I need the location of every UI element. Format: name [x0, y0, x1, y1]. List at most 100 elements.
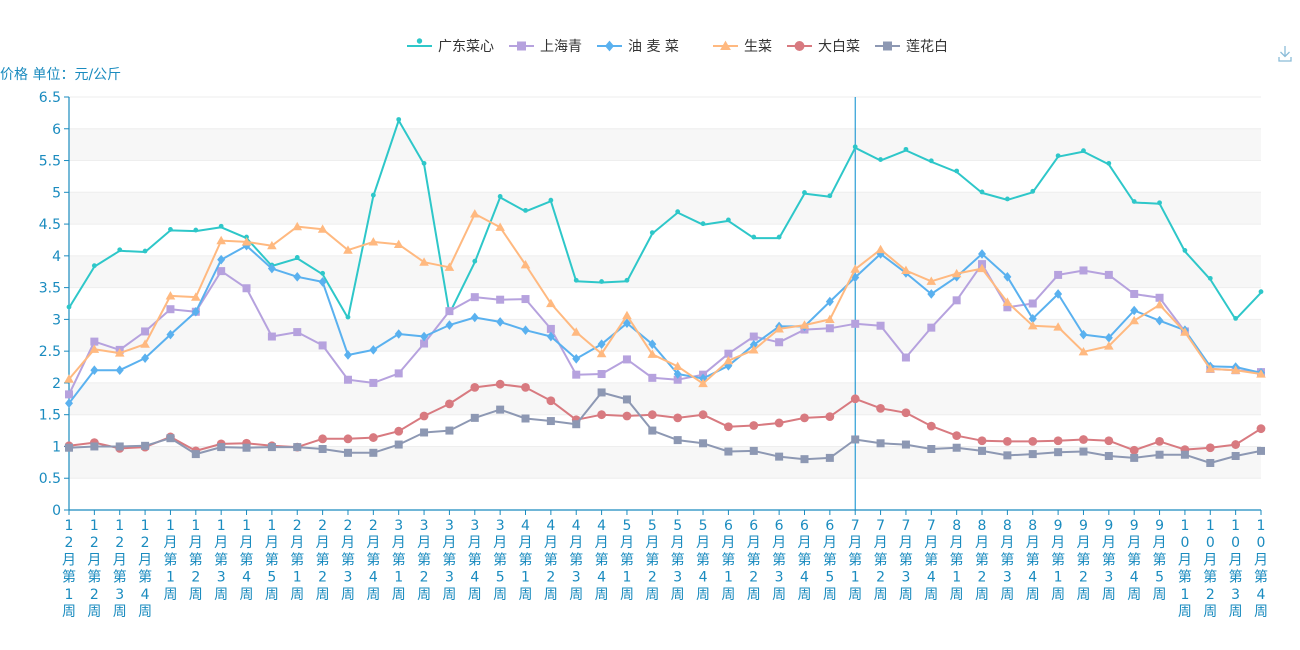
data-point[interactable] — [1053, 436, 1063, 446]
data-point[interactable] — [115, 365, 124, 376]
data-point[interactable] — [850, 264, 861, 273]
data-point[interactable] — [394, 369, 403, 378]
data-point[interactable] — [597, 370, 606, 379]
data-point[interactable] — [393, 239, 404, 249]
data-point[interactable] — [445, 426, 454, 435]
data-point[interactable] — [546, 324, 555, 333]
data-point[interactable] — [1155, 436, 1164, 446]
data-point[interactable] — [1155, 293, 1164, 302]
data-point[interactable] — [420, 339, 429, 348]
data-point[interactable] — [1230, 365, 1241, 374]
data-point[interactable] — [90, 365, 99, 376]
data-point[interactable] — [622, 411, 632, 421]
data-point[interactable] — [445, 307, 454, 316]
data-point[interactable] — [751, 234, 757, 240]
data-point[interactable] — [293, 443, 302, 452]
data-point[interactable] — [749, 340, 758, 350]
data-point[interactable] — [952, 296, 961, 305]
data-point[interactable] — [217, 443, 226, 452]
data-point[interactable] — [878, 157, 883, 162]
data-point[interactable] — [597, 339, 606, 349]
data-point[interactable] — [546, 331, 555, 342]
data-point[interactable] — [1154, 299, 1165, 309]
data-point[interactable] — [1081, 148, 1086, 154]
data-point[interactable] — [724, 349, 733, 358]
data-point[interactable] — [420, 428, 429, 437]
data-point[interactable] — [320, 270, 326, 276]
data-point[interactable] — [928, 158, 934, 164]
data-point[interactable] — [1104, 270, 1113, 279]
data-point[interactable] — [1054, 289, 1063, 299]
data-point[interactable] — [64, 374, 74, 383]
data-point[interactable] — [142, 248, 148, 254]
data-point[interactable] — [1205, 364, 1216, 373]
legend-item[interactable]: 油 麦 菜 — [597, 39, 679, 55]
data-point[interactable] — [1079, 435, 1088, 444]
data-point[interactable] — [1155, 315, 1164, 326]
data-point[interactable] — [421, 160, 427, 166]
data-point[interactable] — [748, 345, 759, 354]
data-point[interactable] — [1027, 320, 1038, 330]
data-point[interactable] — [114, 348, 125, 357]
data-point[interactable] — [952, 443, 961, 452]
data-point[interactable] — [901, 408, 911, 418]
data-point[interactable] — [368, 237, 379, 246]
data-point[interactable] — [1003, 303, 1012, 312]
data-point[interactable] — [597, 388, 606, 397]
data-point[interactable] — [1180, 327, 1190, 336]
data-point[interactable] — [825, 314, 835, 323]
data-point[interactable] — [242, 284, 251, 293]
data-point[interactable] — [191, 306, 200, 317]
data-point[interactable] — [168, 227, 173, 232]
data-point[interactable] — [521, 382, 530, 392]
data-point[interactable] — [89, 344, 100, 353]
data-point[interactable] — [825, 324, 834, 333]
data-point[interactable] — [117, 247, 123, 253]
data-point[interactable] — [1004, 196, 1010, 202]
data-point[interactable] — [472, 258, 478, 264]
data-point[interactable] — [776, 234, 782, 240]
data-point[interactable] — [520, 259, 531, 269]
data-point[interactable] — [191, 450, 200, 459]
data-point[interactable] — [927, 323, 936, 332]
data-point[interactable] — [800, 413, 809, 423]
data-point[interactable] — [548, 197, 554, 203]
data-point[interactable] — [647, 410, 657, 420]
data-point[interactable] — [624, 277, 630, 283]
data-point[interactable] — [978, 249, 987, 259]
data-point[interactable] — [394, 440, 403, 449]
data-point[interactable] — [749, 446, 758, 455]
data-point[interactable] — [876, 403, 885, 413]
data-point[interactable] — [825, 453, 834, 462]
data-point[interactable] — [622, 355, 631, 364]
data-point[interactable] — [1130, 453, 1139, 462]
data-point[interactable] — [1155, 450, 1164, 459]
data-point[interactable] — [774, 418, 784, 428]
data-point[interactable] — [1205, 443, 1215, 453]
data-point[interactable] — [141, 327, 150, 336]
data-point[interactable] — [496, 317, 505, 327]
data-point[interactable] — [318, 445, 327, 454]
data-point[interactable] — [622, 318, 631, 328]
data-point[interactable] — [673, 413, 683, 423]
data-point[interactable] — [675, 209, 681, 215]
data-point[interactable] — [1030, 188, 1036, 194]
data-point[interactable] — [903, 146, 909, 152]
data-point[interactable] — [1182, 247, 1188, 253]
data-point[interactable] — [726, 217, 731, 223]
data-point[interactable] — [1104, 451, 1113, 460]
data-point[interactable] — [1206, 458, 1215, 467]
data-point[interactable] — [345, 314, 351, 320]
data-point[interactable] — [749, 332, 758, 341]
data-point[interactable] — [724, 447, 733, 456]
data-point[interactable] — [1104, 333, 1113, 343]
data-point[interactable] — [343, 350, 352, 360]
data-point[interactable] — [444, 262, 455, 271]
data-point[interactable] — [927, 289, 936, 299]
data-point[interactable] — [445, 399, 454, 409]
data-point[interactable] — [572, 420, 581, 429]
data-point[interactable] — [699, 439, 708, 448]
data-point[interactable] — [66, 304, 72, 310]
data-point[interactable] — [852, 144, 858, 150]
data-point[interactable] — [521, 414, 530, 423]
